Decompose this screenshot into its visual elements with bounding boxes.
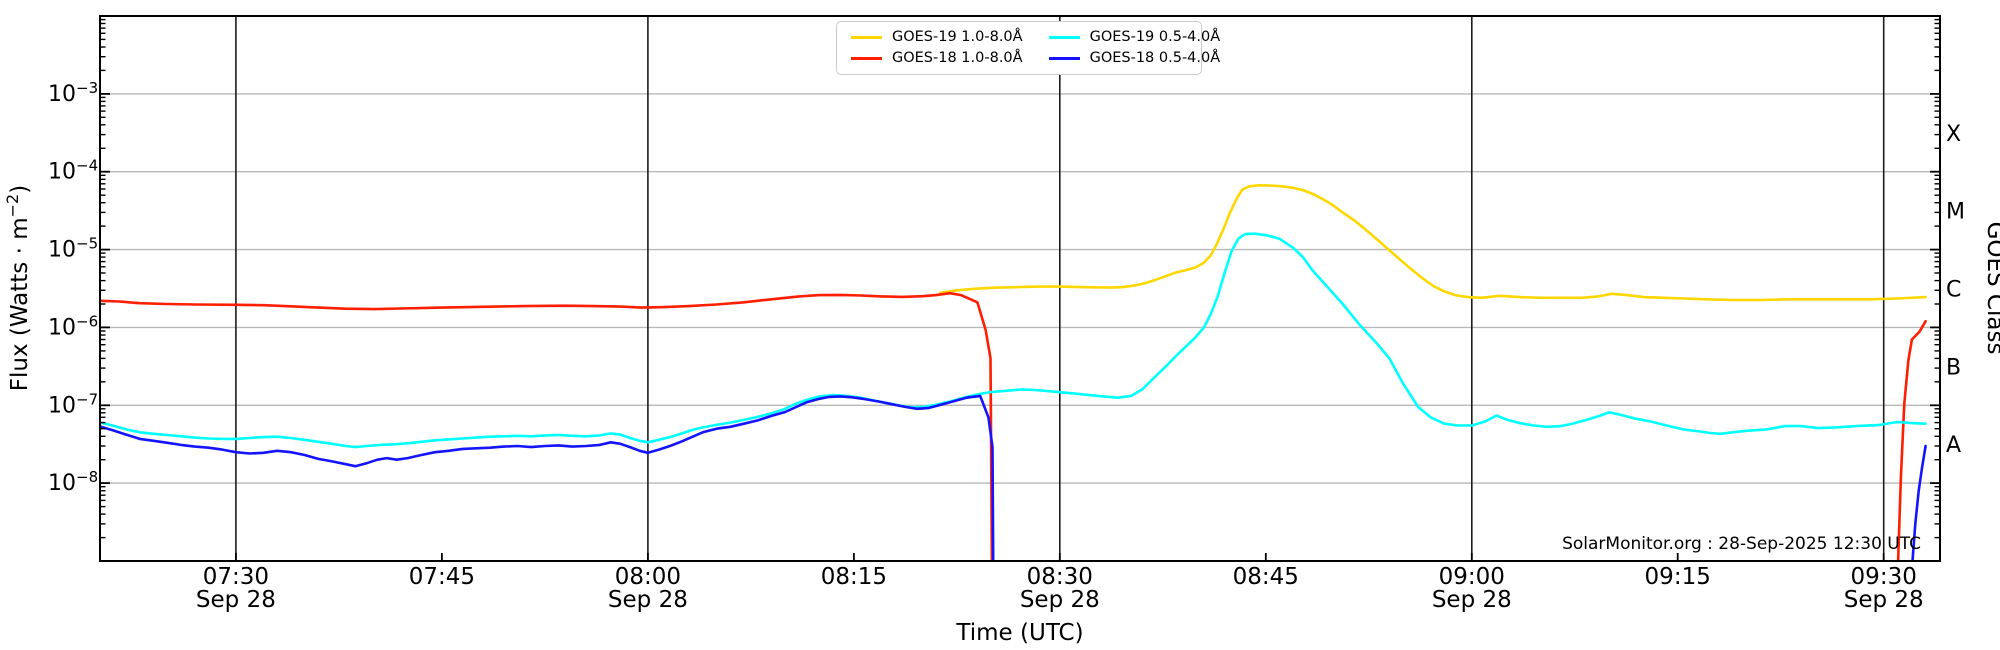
x-tick-date-label: Sep 28 xyxy=(608,587,688,613)
goes-class-label: B xyxy=(1946,355,1961,380)
x-tick-label: 09:15 xyxy=(1645,564,1711,590)
y-axis-title-prefix: Flux (Watts · m xyxy=(7,217,33,391)
x-tick-label: 08:15 xyxy=(821,564,887,590)
chart-gridlines xyxy=(100,16,1940,561)
goes-class-label: M xyxy=(1946,200,1965,225)
legend-item-goes18-long: GOES-18 1.0-8.0Å xyxy=(851,48,1023,69)
x-tick-date-label: Sep 28 xyxy=(196,587,276,613)
x-tick-date-label: Sep 28 xyxy=(1432,587,1512,613)
y-tick-label: 10−7 xyxy=(48,390,98,418)
legend-line-swatch xyxy=(1048,36,1080,39)
legend-item-label: GOES-18 1.0-8.0Å xyxy=(892,50,1023,67)
x-tick-label: 07:45 xyxy=(409,564,475,590)
plot-frame xyxy=(99,15,1941,562)
x-tick-date-label: Sep 28 xyxy=(1020,587,1100,613)
series-line-goes18-short xyxy=(100,394,995,561)
goes-class-label: A xyxy=(1946,433,1961,458)
legend-item-label: GOES-18 0.5-4.0Å xyxy=(1089,50,1221,67)
legend-line-swatch xyxy=(851,57,882,60)
series-line-goes19-long xyxy=(939,184,1927,302)
x-tick-label: 08:45 xyxy=(1233,564,1299,590)
x-tick-label: 09:30 xyxy=(1851,564,1917,590)
x-tick-label: 07:30 xyxy=(203,564,269,590)
legend-line-swatch xyxy=(851,36,882,39)
chart-ticks xyxy=(100,18,1940,561)
x-axis-title: Time (UTC) xyxy=(955,620,1083,646)
y-axis-title-exponent: −2 xyxy=(3,194,22,218)
y-axis-title: Flux (Watts · m−2) xyxy=(3,185,33,391)
series-line-goes18-long xyxy=(100,291,994,561)
legend-item-goes19-short: GOES-19 0.5-4.0Å xyxy=(1048,27,1221,48)
legend-item-goes19-long: GOES-19 1.0-8.0Å xyxy=(851,27,1023,48)
chart-series xyxy=(100,184,1927,561)
y-tick-label: 10−8 xyxy=(48,468,98,496)
legend-item-label: GOES-19 0.5-4.0Å xyxy=(1089,29,1221,46)
legend-item-goes18-short: GOES-18 0.5-4.0Å xyxy=(1048,48,1221,69)
source-annotation: SolarMonitor.org : 28-Sep-2025 12:30 UTC xyxy=(1562,534,1921,554)
x-tick-label: 09:00 xyxy=(1439,564,1505,590)
series-line-goes18-short xyxy=(1911,444,1927,561)
y-tick-label: 10−6 xyxy=(48,312,98,340)
series-line-goes18-long xyxy=(1896,319,1927,561)
y-tick-label: 10−4 xyxy=(48,157,98,185)
x-tick-date-label: Sep 28 xyxy=(1844,587,1924,613)
y-tick-label: 10−5 xyxy=(48,235,98,263)
x-tick-label: 08:00 xyxy=(615,564,681,590)
x-tick-label: 08:30 xyxy=(1027,564,1093,590)
series-line-goes19-short xyxy=(100,232,1927,449)
y-axis-title-suffix: ) xyxy=(7,185,33,194)
legend-item-label: GOES-19 1.0-8.0Å xyxy=(892,29,1023,46)
chart-legend: GOES-19 1.0-8.0Å GOES-18 1.0-8.0Å GOES-1… xyxy=(836,21,1220,75)
goes-class-label: X xyxy=(1946,122,1961,147)
y-tick-label: 10−3 xyxy=(48,79,98,107)
goes-class-label: C xyxy=(1946,278,1961,303)
legend-line-swatch xyxy=(1048,57,1080,60)
right-axis-title: GOES Class xyxy=(1982,222,2000,355)
